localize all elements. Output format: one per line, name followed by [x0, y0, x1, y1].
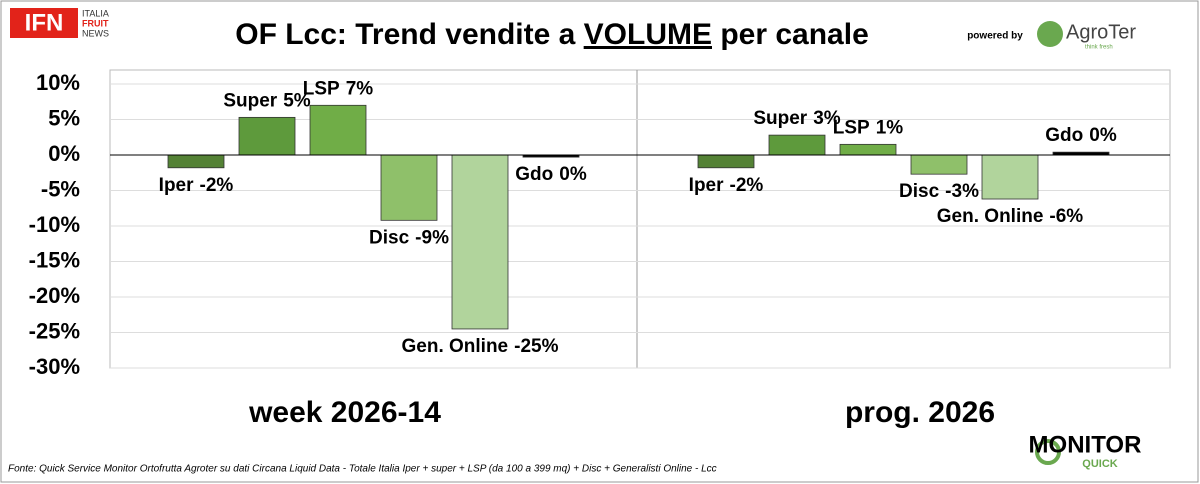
source-note: Fonte: Quick Service Monitor Ortofrutta … [8, 464, 717, 475]
data-label-category: Iper [159, 175, 194, 196]
data-label-value: -25% [514, 336, 558, 357]
data-label: Gdo 0% [1045, 125, 1117, 146]
brand-icon [1037, 21, 1063, 47]
data-label: Iper -2% [159, 175, 234, 196]
title-part: per canale [712, 18, 869, 51]
data-label-category: LSP [303, 78, 340, 99]
data-label-value: 5% [283, 90, 311, 111]
data-label: Iper -2% [689, 175, 764, 196]
data-label-category: Disc [899, 181, 940, 202]
data-label-category: Super [223, 90, 277, 111]
data-label: Gdo 0% [515, 164, 587, 185]
data-label-value: -2% [200, 175, 234, 196]
y-tick-label: -30% [29, 354, 80, 379]
data-label-value: -3% [945, 181, 979, 202]
title-part: VOLUME [584, 18, 712, 51]
bar [167, 154, 225, 169]
data-label-value: 0% [1089, 125, 1117, 146]
bar [910, 154, 968, 175]
data-label: Disc -3% [899, 181, 979, 202]
quick: QUICK [1082, 458, 1118, 470]
bar [238, 116, 296, 156]
data-label-value: 1% [876, 117, 904, 138]
group-label: week 2026-14 [248, 396, 441, 429]
title-part: OF Lcc: Trend vendite a [235, 18, 583, 51]
data-label-category: Gdo [515, 164, 553, 185]
brand-tag: think fresh [1085, 45, 1113, 51]
bar [697, 154, 755, 169]
bar [768, 134, 826, 156]
data-label-value: 7% [346, 78, 374, 99]
data-label-category: LSP [833, 117, 870, 138]
bar [981, 154, 1039, 200]
data-label-category: Iper [689, 175, 724, 196]
data-label: Super 3% [753, 108, 840, 129]
data-label: Disc -9% [369, 227, 449, 248]
logo: IFN [25, 9, 64, 36]
data-label-category: Super [753, 108, 807, 129]
data-label-category: Gdo [1045, 125, 1083, 146]
data-label-category: Disc [369, 227, 410, 248]
powered-by: powered by [967, 31, 1023, 42]
data-label-value: 0% [559, 164, 587, 185]
y-tick-label: -25% [29, 318, 80, 343]
monitor-icon [1035, 439, 1061, 465]
bar [839, 143, 897, 156]
data-label: Gen. Online -25% [402, 336, 559, 357]
y-tick-label: -20% [29, 283, 80, 308]
bar [309, 104, 367, 156]
bar [380, 154, 438, 221]
y-tick-label: -10% [29, 212, 80, 237]
logo-sub: FRUIT [82, 18, 109, 28]
data-label-value: -2% [730, 175, 764, 196]
y-tick-label: -15% [29, 247, 80, 272]
data-label-value: 3% [813, 108, 841, 129]
data-label: Gen. Online -6% [937, 206, 1084, 227]
brand: AgroTer [1066, 21, 1136, 43]
logo-sub: ITALIA [82, 8, 109, 18]
y-tick-label: 5% [48, 105, 80, 130]
data-label: Super 5% [223, 90, 310, 111]
data-label: LSP 7% [303, 78, 374, 99]
data-label-value: -6% [1049, 206, 1083, 227]
chart-title: OF Lcc: Trend vendite a VOLUME per canal… [235, 18, 869, 51]
y-tick-label: 0% [48, 141, 80, 166]
logo-box [10, 8, 78, 38]
y-tick-label: 10% [36, 70, 80, 95]
bar [451, 154, 509, 330]
group-label: prog. 2026 [845, 396, 995, 429]
logo-sub: NEWS [82, 28, 109, 38]
data-label-value: -9% [415, 227, 449, 248]
data-label-category: Gen. Online [937, 206, 1044, 227]
data-label: LSP 1% [833, 117, 904, 138]
monitor: MONITOR [1029, 431, 1142, 458]
data-label-category: Gen. Online [402, 336, 509, 357]
y-tick-label: -5% [41, 176, 80, 201]
